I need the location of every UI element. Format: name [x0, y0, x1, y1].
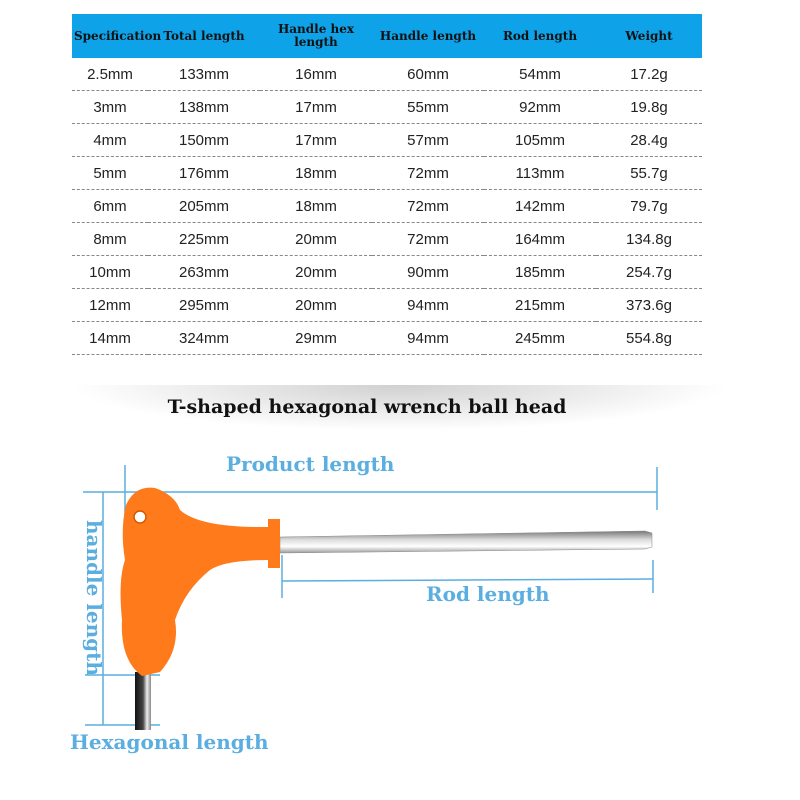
- table-cell: 164mm: [484, 222, 596, 256]
- column-header: Total length: [148, 14, 260, 58]
- table-row: 3mm 138mm 17mm 55mm 92mm 19.8g: [72, 90, 702, 124]
- table-cell: 373.6g: [596, 288, 702, 322]
- table-row: 6mm 205mm 18mm 72mm 142mm 79.7g: [72, 189, 702, 223]
- table-cell: 142mm: [484, 189, 596, 223]
- table-cell: 94mm: [372, 288, 484, 322]
- table-cell: 19.8g: [596, 90, 702, 124]
- title-shadow: [70, 385, 730, 431]
- table-row: 5mm 176mm 18mm 72mm 113mm 55.7g: [72, 156, 702, 190]
- column-header: Handle length: [372, 14, 484, 58]
- table-cell: 263mm: [148, 255, 260, 289]
- table-cell: 134.8g: [596, 222, 702, 256]
- column-header: Handle hex length: [260, 14, 372, 58]
- table-cell: 138mm: [148, 90, 260, 124]
- table-cell: 55.7g: [596, 156, 702, 190]
- column-header: Specification: [72, 14, 161, 58]
- table-cell: 10mm: [72, 255, 148, 289]
- hex-bit: [135, 672, 151, 730]
- table-cell: 28.4g: [596, 123, 702, 157]
- handle-length-label: handle length: [82, 520, 106, 676]
- orange-handle: [120, 487, 280, 676]
- table-cell: 133mm: [148, 58, 260, 91]
- table-cell: 90mm: [372, 255, 484, 289]
- table-cell: 18mm: [260, 156, 372, 190]
- table-cell: 72mm: [372, 222, 484, 256]
- table-row: 14mm 324mm 29mm 94mm 245mm 554.8g: [72, 321, 702, 355]
- table-cell: 17.2g: [596, 58, 702, 91]
- table-cell: 176mm: [148, 156, 260, 190]
- table-cell: 113mm: [484, 156, 596, 190]
- table-row: 4mm 150mm 17mm 57mm 105mm 28.4g: [72, 123, 702, 157]
- table-cell: 205mm: [148, 189, 260, 223]
- table-cell: 254.7g: [596, 255, 702, 289]
- table-header-row: Specification Total length Handle hex leng…: [72, 14, 702, 58]
- table-cell: 5mm: [72, 156, 148, 190]
- table-cell: 3mm: [72, 90, 148, 124]
- table-row: 10mm 263mm 20mm 90mm 185mm 254.7g: [72, 255, 702, 289]
- table-row: 2.5mm 133mm 16mm 60mm 54mm 17.2g: [72, 58, 702, 91]
- table-cell: 8mm: [72, 222, 148, 256]
- product-length-label: Product length: [226, 452, 395, 476]
- table-cell: 4mm: [72, 123, 148, 157]
- table-cell: 2.5mm: [72, 58, 148, 91]
- table-cell: 72mm: [372, 156, 484, 190]
- table-cell: 105mm: [484, 123, 596, 157]
- dimension-lines: [83, 465, 658, 726]
- table-cell: 20mm: [260, 288, 372, 322]
- table-cell: 554.8g: [596, 321, 702, 355]
- table-row: 8mm 225mm 20mm 72mm 164mm 134.8g: [72, 222, 702, 256]
- table-cell: 225mm: [148, 222, 260, 256]
- table-cell: 92mm: [484, 90, 596, 124]
- table-cell: 54mm: [484, 58, 596, 91]
- hexagonal-length-label: Hexagonal length: [70, 730, 269, 754]
- table-cell: 295mm: [148, 288, 260, 322]
- table-cell: 20mm: [260, 222, 372, 256]
- table-cell: 12mm: [72, 288, 148, 322]
- table-cell: 17mm: [260, 123, 372, 157]
- table-cell: 72mm: [372, 189, 484, 223]
- table-cell: 245mm: [484, 321, 596, 355]
- table-cell: 150mm: [148, 123, 260, 157]
- column-header: Rod length: [484, 14, 596, 58]
- rod: [279, 530, 653, 554]
- table-cell: 60mm: [372, 58, 484, 91]
- table-cell: 14mm: [72, 321, 148, 355]
- table-cell: 17mm: [260, 90, 372, 124]
- table-cell: 215mm: [484, 288, 596, 322]
- table-cell: 6mm: [72, 189, 148, 223]
- table-cell: 16mm: [260, 58, 372, 91]
- table-cell: 94mm: [372, 321, 484, 355]
- handle-hole: [133, 510, 147, 524]
- spec-table: Specification Total length Handle hex leng…: [72, 14, 702, 355]
- column-header: Weight: [596, 14, 702, 58]
- table-cell: 18mm: [260, 189, 372, 223]
- table-cell: 57mm: [372, 123, 484, 157]
- table-row: 12mm 295mm 20mm 94mm 215mm 373.6g: [72, 288, 702, 322]
- table-cell: 55mm: [372, 90, 484, 124]
- rod-length-label: Rod length: [426, 582, 550, 606]
- page-title: T-shaped hexagonal wrench ball head: [167, 396, 567, 418]
- table-cell: 29mm: [260, 321, 372, 355]
- table-cell: 185mm: [484, 255, 596, 289]
- table-cell: 20mm: [260, 255, 372, 289]
- table-cell: 324mm: [148, 321, 260, 355]
- table-cell: 79.7g: [596, 189, 702, 223]
